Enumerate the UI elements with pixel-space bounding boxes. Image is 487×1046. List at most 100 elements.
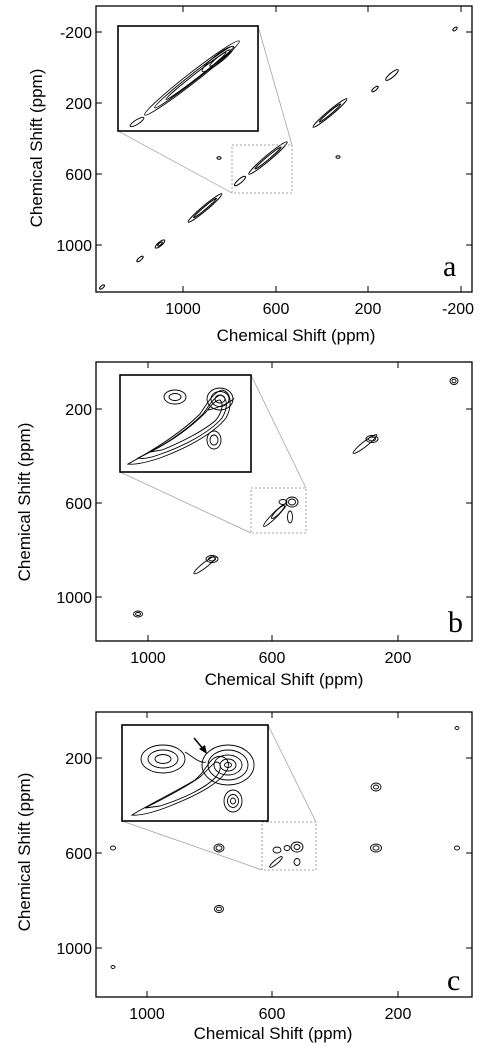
panel-b-plot: 1000 600 200 200 600 1000 Chemical Shift… <box>15 361 473 689</box>
inset-contour <box>206 430 222 450</box>
peak <box>214 905 224 913</box>
peak <box>352 434 378 454</box>
peak <box>449 377 459 385</box>
peak <box>135 612 141 616</box>
peak <box>248 141 288 175</box>
panel-letter: c <box>447 964 460 997</box>
inset-contour <box>201 744 255 786</box>
peak <box>287 510 293 524</box>
peak <box>288 498 296 506</box>
inset-contour <box>209 49 231 67</box>
x-tick-label: 1000 <box>130 650 166 667</box>
panel-a: 1000 600 200 -200 -200 200 600 1000 Chem… <box>0 0 487 352</box>
peak <box>157 241 163 247</box>
peak <box>454 845 460 851</box>
peak <box>192 197 218 219</box>
y-axis-label: Chemical Shift (ppm) <box>15 773 34 932</box>
plot-frame <box>95 711 473 998</box>
y-axis-label: Chemical Shift (ppm) <box>27 69 46 228</box>
peak <box>293 844 301 850</box>
inset-contour <box>129 116 145 128</box>
inset-frame <box>117 25 259 132</box>
y-tick-label: 1000 <box>56 238 92 255</box>
diagonal-peaks <box>133 377 459 618</box>
inset-contour <box>184 751 207 763</box>
peak <box>371 85 379 93</box>
plot-frame <box>95 361 473 642</box>
inset-contour <box>130 756 229 816</box>
peak <box>285 496 299 508</box>
y-tick-label: 600 <box>65 496 92 513</box>
peak <box>110 845 116 851</box>
peak <box>187 193 223 223</box>
inset-contour <box>224 762 232 768</box>
x-tick-label: 200 <box>355 301 382 318</box>
plot-frame <box>95 5 473 293</box>
inset-contour <box>219 758 237 772</box>
peak <box>216 156 222 160</box>
inset-contour <box>214 394 226 404</box>
peak <box>271 505 285 519</box>
peak <box>269 856 283 868</box>
zoom-connector <box>257 25 293 146</box>
inset-contour <box>144 761 221 809</box>
x-axis-label: Chemical Shift (ppm) <box>205 670 364 689</box>
panel-letter: b <box>448 606 463 639</box>
y-tick-label: 1000 <box>56 941 92 958</box>
peak <box>318 103 342 123</box>
peak <box>370 843 382 853</box>
inset-contour <box>140 744 186 774</box>
x-tick-label: 1000 <box>129 1006 165 1023</box>
inset <box>119 374 252 473</box>
diagonal-peaks <box>99 26 458 290</box>
zoom-connector <box>267 724 317 823</box>
inset-contour <box>223 789 243 813</box>
inset-contour <box>209 434 219 446</box>
peak <box>283 845 291 851</box>
peak <box>293 858 301 866</box>
peak <box>136 255 144 263</box>
zoom-region-box <box>261 821 317 871</box>
x-tick-label: 600 <box>259 1006 286 1023</box>
peak <box>215 845 223 851</box>
peak <box>312 98 348 128</box>
inset-contour <box>207 749 249 781</box>
zoom-connector <box>121 820 263 871</box>
x-tick-label: -200 <box>442 301 474 318</box>
y-tick-label: 200 <box>65 96 92 113</box>
peak <box>451 378 457 384</box>
x-tick-label: 600 <box>263 301 290 318</box>
arrow-annotation <box>193 737 207 754</box>
peak <box>385 69 399 81</box>
zoom-region-box <box>231 144 293 194</box>
panel-letter: a <box>443 250 456 283</box>
peak <box>368 436 376 442</box>
y-tick-label: 1000 <box>56 590 92 607</box>
inset <box>117 25 259 132</box>
peak <box>272 846 282 854</box>
peak <box>205 555 219 563</box>
zoom-connector <box>250 374 307 489</box>
inset-contour <box>168 393 182 401</box>
inset-contour <box>165 52 227 100</box>
peak <box>133 610 143 618</box>
peak <box>233 175 247 187</box>
inset-contour <box>213 754 243 776</box>
inset-contour <box>201 45 235 73</box>
peak <box>99 284 105 290</box>
y-tick-label: -200 <box>60 25 92 42</box>
zoom-connector <box>119 471 252 534</box>
peak <box>290 841 304 853</box>
x-axis-label: Chemical Shift (ppm) <box>217 326 376 345</box>
peak <box>365 435 379 443</box>
peak <box>154 239 166 249</box>
inset-contour <box>149 399 223 453</box>
inset-frame <box>121 724 269 822</box>
x-tick-label: 200 <box>385 650 412 667</box>
peak <box>213 843 225 853</box>
x-axis-label: Chemical Shift (ppm) <box>194 1024 353 1043</box>
y-tick-label: 200 <box>65 751 92 768</box>
inset-contour <box>147 749 179 769</box>
peak <box>454 726 460 730</box>
inset-contour <box>163 389 187 405</box>
